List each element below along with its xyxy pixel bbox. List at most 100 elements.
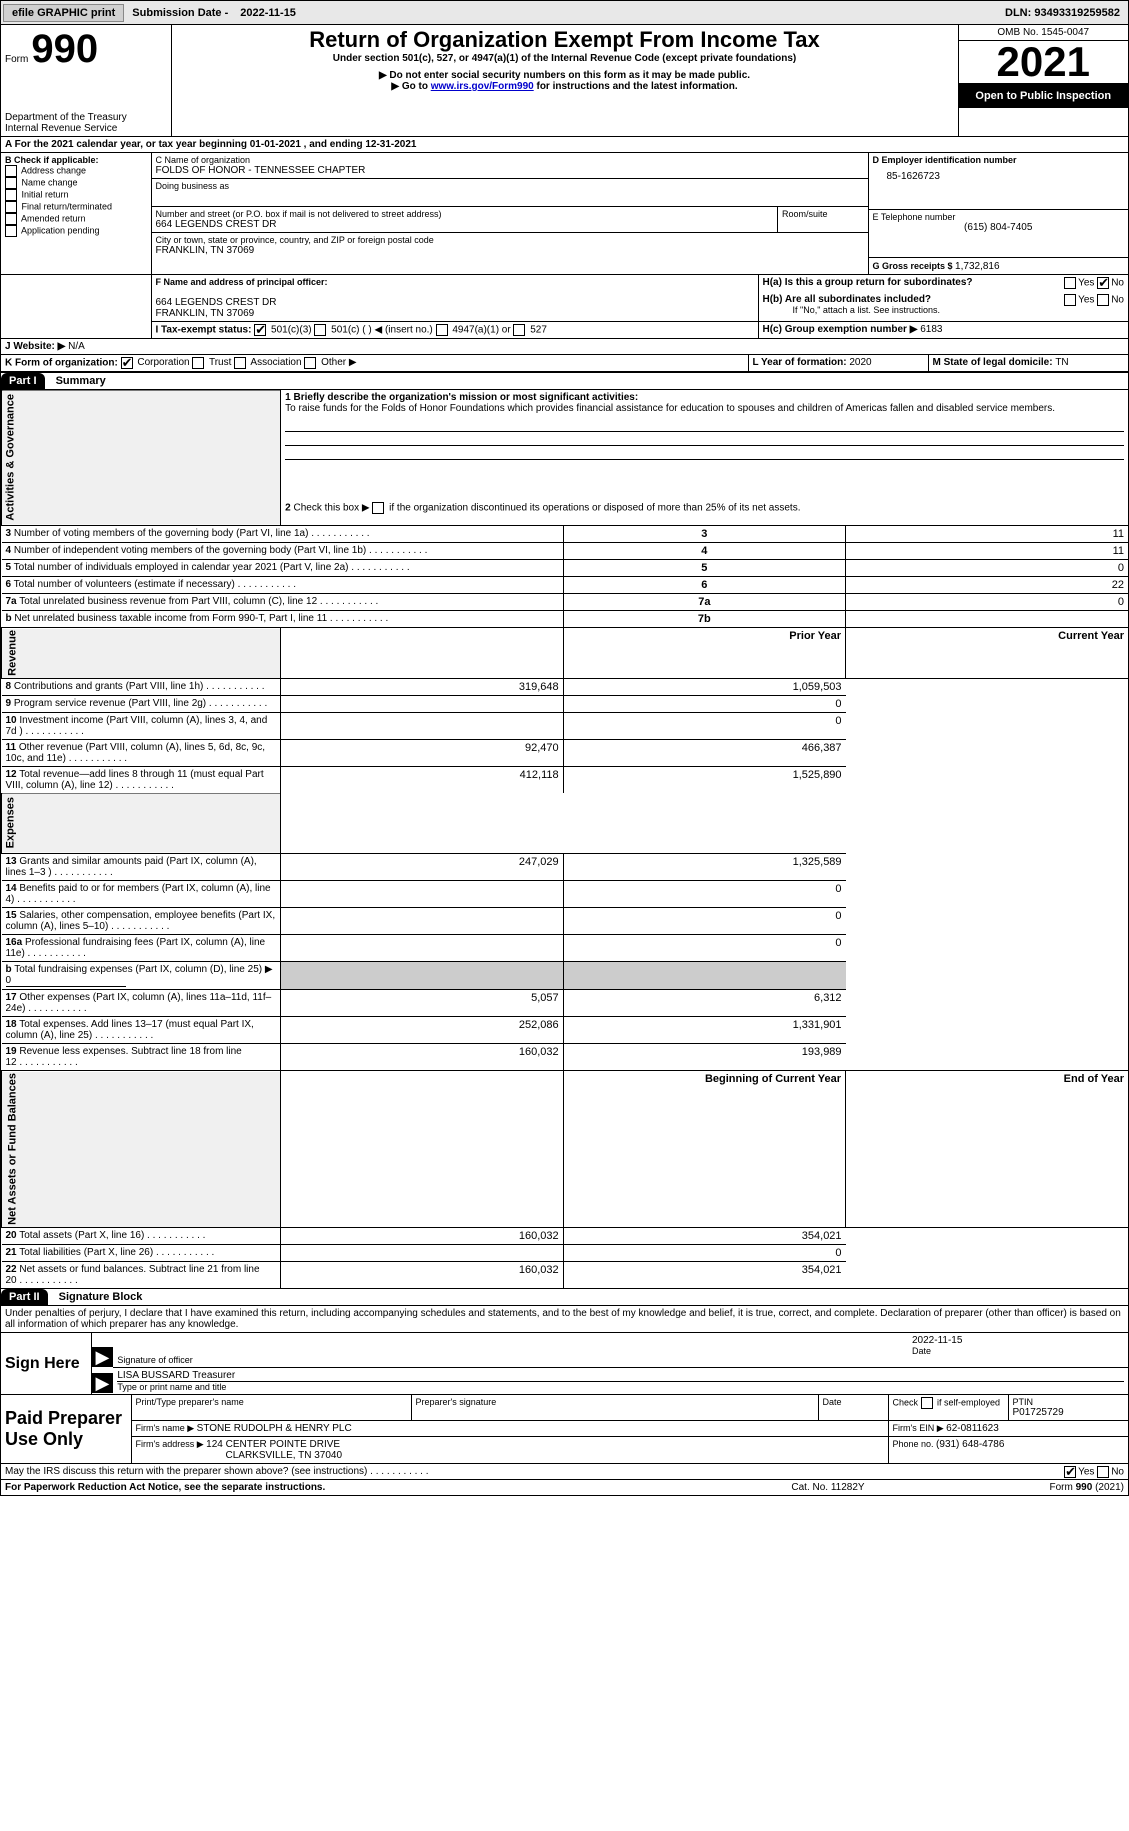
ptin-cell: PTIN P01725729 <box>1008 1395 1128 1421</box>
officer-sig-cell: Signature of officer <box>113 1333 908 1368</box>
form-wrapper: efile GRAPHIC print Submission Date - 20… <box>0 0 1129 1496</box>
box-m: M State of legal domicile: TN <box>928 355 1128 372</box>
street-value: 664 LEGENDS CREST DR <box>156 219 774 230</box>
year-cell: OMB No. 1545-0047 2021 Open to Public In… <box>958 25 1128 137</box>
prep-date-label: Date <box>818 1395 888 1421</box>
room-label: Room/suite <box>782 209 864 219</box>
boxk-opt-2-checkbox[interactable] <box>234 357 246 369</box>
table-row: 20 Total assets (Part X, line 16)160,032… <box>2 1228 1129 1245</box>
firm-addr-cell: Firm's address ▶ 124 CENTER POINTE DRIVE… <box>131 1437 888 1464</box>
klm-row: K Form of organization: Corporation Trus… <box>1 355 1128 372</box>
dba-label: Doing business as <box>156 181 864 191</box>
table-row: 10 Investment income (Part VIII, column … <box>2 712 1129 739</box>
form-note-2: ▶ Go to www.irs.gov/Form990 for instruct… <box>176 81 954 92</box>
title-cell: Return of Organization Exempt From Incom… <box>171 25 958 137</box>
hb-yes-checkbox[interactable] <box>1064 294 1076 306</box>
box-hc: H(c) Group exemption number ▶ 6183 <box>758 321 1128 338</box>
box-deg: D Employer identification number 85-1626… <box>868 153 1128 274</box>
submission-date: 2022-11-15 <box>240 7 296 19</box>
cat-no: Cat. No. 11282Y <box>728 1480 928 1495</box>
boxb-opt-5-checkbox[interactable] <box>5 225 17 237</box>
sig-marker-icon: ▶ <box>92 1347 114 1367</box>
officer-name-cell: LISA BUSSARD Treasurer Type or print nam… <box>113 1368 1128 1395</box>
sign-here-label: Sign Here <box>1 1333 91 1395</box>
tax-year: 2021 <box>959 41 1129 84</box>
i-501c3-checkbox[interactable] <box>254 324 266 336</box>
box-f: F Name and address of principal officer:… <box>151 274 758 321</box>
boxb-opt-2-checkbox[interactable] <box>5 189 17 201</box>
officer-addr2: FRANKLIN, TN 37069 <box>156 308 754 319</box>
table-row: 5 Total number of individuals employed i… <box>2 560 1129 577</box>
gross-label: G Gross receipts $ <box>873 261 956 271</box>
penalty-text: Under penalties of perjury, I declare th… <box>1 1306 1128 1333</box>
line1-block: 1 Briefly describe the organization's mi… <box>281 390 1128 500</box>
col-prior: Prior Year <box>563 628 845 679</box>
firm-phone-cell: Phone no. (931) 648-4786 <box>888 1437 1128 1464</box>
paid-preparer-label: Paid Preparer Use Only <box>1 1395 131 1464</box>
form-label: Form <box>5 54 28 65</box>
firm-ein-cell: Firm's EIN ▶ 62-0811623 <box>888 1421 1128 1437</box>
discuss-yes-checkbox[interactable] <box>1064 1466 1076 1478</box>
boxb-opt-3-checkbox[interactable] <box>5 201 17 213</box>
discuss-no-checkbox[interactable] <box>1097 1466 1109 1478</box>
i-501c-checkbox[interactable] <box>314 324 326 336</box>
form-footer: Form 990 (2021) <box>928 1480 1128 1495</box>
box-ha: H(a) Is this a group return for subordin… <box>758 274 1128 292</box>
table-row: b Total fundraising expenses (Part IX, c… <box>2 962 1129 990</box>
col-current: Current Year <box>846 628 1128 679</box>
col-eoy: End of Year <box>846 1071 1128 1228</box>
boxb-opt-1-checkbox[interactable] <box>5 177 17 189</box>
box-hb: H(b) Are all subordinates included? Yes … <box>758 292 1128 321</box>
hb-no-checkbox[interactable] <box>1097 294 1109 306</box>
sig-date-cell: 2022-11-15 Date <box>908 1333 1128 1368</box>
form-note-1: ▶ Do not enter social security numbers o… <box>176 70 954 81</box>
table-row: 4 Number of independent voting members o… <box>2 543 1129 560</box>
ein-label: D Employer identification number <box>873 155 1125 165</box>
section-revenue: Revenue <box>2 628 281 679</box>
table-row: 22 Net assets or fund balances. Subtract… <box>2 1262 1129 1289</box>
topbar: efile GRAPHIC print Submission Date - 20… <box>1 1 1128 25</box>
table-row: 11 Other revenue (Part VIII, column (A),… <box>2 739 1129 766</box>
i-527-checkbox[interactable] <box>513 324 525 336</box>
self-emp-checkbox[interactable] <box>921 1397 933 1409</box>
summary-table: Activities & Governance 1 Briefly descri… <box>1 390 1128 1289</box>
city-value: FRANKLIN, TN 37069 <box>156 245 864 256</box>
table-row: b Net unrelated business taxable income … <box>2 611 1129 628</box>
gross-value: 1,732,816 <box>955 261 1000 272</box>
table-row: 6 Total number of volunteers (estimate i… <box>2 577 1129 594</box>
box-k: K Form of organization: Corporation Trus… <box>1 355 748 372</box>
boxb-opt-4-checkbox[interactable] <box>5 213 17 225</box>
form-subtitle: Under section 501(c), 527, or 4947(a)(1)… <box>176 53 954 64</box>
boxk-opt-0-checkbox[interactable] <box>121 357 133 369</box>
table-row: 16a Professional fundraising fees (Part … <box>2 935 1129 962</box>
phone-label: E Telephone number <box>873 212 1125 222</box>
table-row: 19 Revenue less expenses. Subtract line … <box>2 1044 1129 1071</box>
table-row: 9 Program service revenue (Part VIII, li… <box>2 695 1129 712</box>
i-4947-checkbox[interactable] <box>436 324 448 336</box>
entity-block: B Check if applicable: Address change Na… <box>1 153 1128 274</box>
paperwork-notice: For Paperwork Reduction Act Notice, see … <box>1 1480 728 1495</box>
open-to-public: Open to Public Inspection <box>959 84 1129 108</box>
table-row: 17 Other expenses (Part IX, column (A), … <box>2 990 1129 1017</box>
section-expenses: Expenses <box>2 793 281 853</box>
street-label: Number and street (or P.O. box if mail i… <box>156 209 774 219</box>
dln: DLN: 93493319259582 <box>1005 7 1120 19</box>
form-number: 990 <box>31 27 98 71</box>
form990-link[interactable]: www.irs.gov/Form990 <box>431 81 534 92</box>
table-row: 15 Salaries, other compensation, employe… <box>2 908 1129 935</box>
ein-value: 85-1626723 <box>873 165 1125 182</box>
ha-yes-checkbox[interactable] <box>1064 277 1076 289</box>
fh-block: F Name and address of principal officer:… <box>1 274 1128 339</box>
prep-sig-label: Preparer's signature <box>411 1395 818 1421</box>
table-row: 3 Number of voting members of the govern… <box>2 526 1129 543</box>
boxk-opt-3-checkbox[interactable] <box>304 357 316 369</box>
efile-print-button[interactable]: efile GRAPHIC print <box>3 4 124 22</box>
boxb-opt-0-checkbox[interactable] <box>5 165 17 177</box>
line2-checkbox[interactable] <box>372 502 384 514</box>
col-boy: Beginning of Current Year <box>563 1071 845 1228</box>
box-j: J Website: ▶ N/A <box>1 339 1128 355</box>
box-l: L Year of formation: 2020 <box>748 355 928 372</box>
boxk-opt-1-checkbox[interactable] <box>192 357 204 369</box>
box-i: I Tax-exempt status: 501(c)(3) 501(c) ( … <box>151 321 758 338</box>
ha-no-checkbox[interactable] <box>1097 277 1109 289</box>
